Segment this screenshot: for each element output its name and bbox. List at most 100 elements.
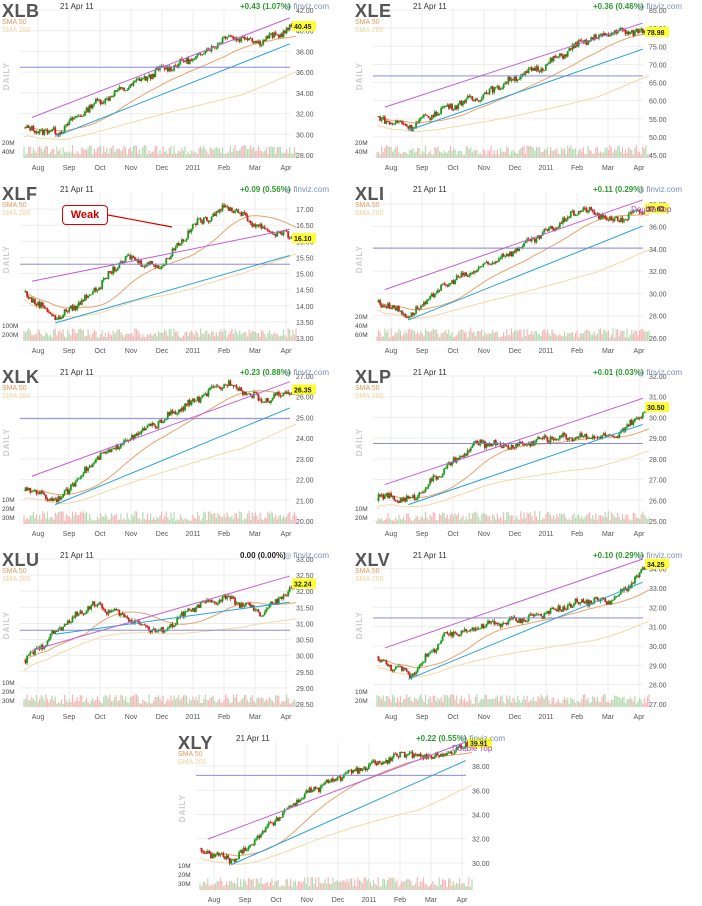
candle-body [56,631,58,632]
volume-bar [481,699,482,707]
candle-body [382,117,384,119]
volume-bar [570,146,571,158]
volume-bar [250,333,251,341]
volume-bar [455,700,456,707]
candle-body [248,221,250,222]
candle-body [274,821,276,825]
candle-body [406,496,408,502]
candle-body [272,602,274,604]
volume-bar [138,331,139,341]
volume-bar [417,148,418,158]
volume-bar [506,695,507,707]
volume-bar [542,697,543,707]
volume-bar [386,519,387,524]
candle-body [478,100,480,101]
candle-body [229,36,231,37]
candle-body [226,855,228,858]
candle-body [178,243,180,245]
candle-body [495,87,497,88]
volume-bar [623,331,624,341]
candle-body [459,634,461,636]
volume-bar [469,513,470,524]
candle-body [398,121,400,122]
x-tick-label: Dec [509,165,522,172]
volume-bar [45,146,46,158]
x-tick-label: Apr [281,714,293,721]
volume-bar [583,333,584,341]
volume-bar [450,694,451,707]
volume-bar [214,148,215,158]
volume-bar [259,337,260,341]
volume-bar [204,881,205,890]
candle-body [486,92,488,93]
volume-bar [486,515,487,524]
volume-bar [266,338,267,341]
volume-bar [286,516,287,524]
volume-bar [228,334,229,341]
volume-label: 20M [2,689,15,696]
candle-body [209,388,211,390]
y-tick-label: 31.00 [296,621,314,628]
volume-bar [86,150,87,158]
candle-body [321,785,323,786]
volume-bar [292,701,293,707]
volume-bar [163,696,164,707]
candle-body [248,603,250,604]
volume-bar [381,886,382,890]
candle-body [479,101,481,102]
candle-body [618,594,620,596]
candle-body [539,437,541,438]
candle-body [118,87,120,90]
candle-body [615,437,617,438]
volume-bar [473,704,474,707]
candle-body [247,394,249,395]
candle-body [209,51,211,52]
candle-body [237,210,239,213]
y-tick-label: 30.00 [472,861,490,868]
candle-body [461,101,463,105]
candle-body [417,496,419,499]
volume-bar [172,336,173,341]
candle-body [420,117,422,119]
candle-body [193,608,195,612]
candle-body [222,38,224,43]
volume-bar [220,703,221,707]
volume-bar [556,702,557,707]
volume-bar [278,147,279,158]
candle-body [140,625,142,626]
candle-body [238,852,240,859]
volume-bar [223,154,224,158]
candle-body [269,34,271,38]
candle-body [65,624,67,625]
volume-bar [354,880,355,890]
volume-bar [264,701,265,707]
volume-bar [111,513,112,524]
candle-body [302,798,304,799]
volume-bar [120,151,121,158]
volume-bar [612,152,613,158]
candle-body [570,604,572,608]
volume-bar [158,518,159,524]
candle-body [400,666,402,667]
volume-bar [80,695,81,707]
volume-bar [128,518,129,524]
candle-body [251,39,253,42]
candle-body [395,308,397,311]
candle-body [215,386,217,387]
candle-body [603,433,605,435]
volume-bar [272,701,273,707]
candle-body [143,428,145,430]
candle-body [133,256,135,257]
candle-body [100,453,102,460]
volume-label: 40M [2,149,15,156]
volume-bar [630,697,631,707]
candle-body [451,632,453,636]
volume-bar [208,701,209,707]
volume-bar [255,703,256,707]
candle-body [240,850,242,852]
volume-bar [433,155,434,158]
candle-body [417,307,419,309]
volume-bar [462,700,463,707]
volume-bar [584,331,585,341]
